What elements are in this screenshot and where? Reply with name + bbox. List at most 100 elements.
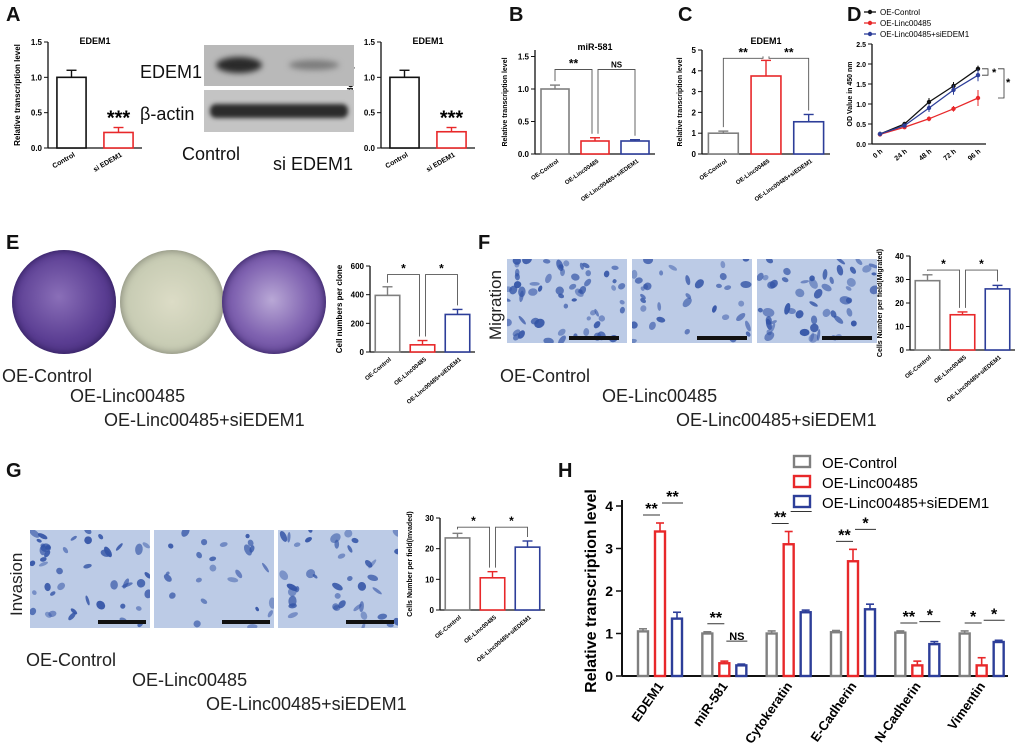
cell [579, 285, 587, 295]
y-tick-label: 2 [605, 583, 613, 599]
cell [738, 300, 745, 307]
data-point [975, 73, 981, 78]
invasion-label: Invasion [7, 552, 26, 616]
scale-bar [569, 336, 619, 340]
cell [279, 570, 289, 581]
y-tick-label: 0 [900, 346, 905, 355]
x-tick-label: 24 h [894, 148, 909, 162]
cell [30, 607, 37, 616]
cell [288, 603, 297, 609]
significance-label: ** [784, 45, 794, 59]
cell [632, 338, 637, 343]
cell [822, 269, 828, 280]
bar [911, 664, 924, 678]
cell [563, 303, 569, 309]
x-tick-label: Control [51, 152, 76, 171]
cell [603, 270, 610, 278]
significance-label: NS [611, 61, 623, 70]
x-tick-label: OE-Linc00485 [735, 158, 771, 186]
data-point [975, 66, 981, 71]
x-tick-label: OE-Control [434, 615, 463, 640]
significance-label: * [991, 606, 998, 623]
y-tick-label: 1.5 [31, 38, 43, 47]
significance-label: * [509, 514, 514, 528]
significance-label: *** [440, 108, 464, 130]
image-background [507, 259, 627, 343]
y-tick-label: 20 [895, 299, 904, 308]
cell [762, 274, 769, 281]
cell [37, 533, 48, 540]
significance-label: *** [107, 108, 131, 130]
cell [694, 279, 704, 289]
y-tick-label: 4 [692, 67, 697, 76]
y-tick-label: 1.0 [364, 73, 376, 82]
cell [833, 315, 844, 324]
y-tick-label: 0 [360, 348, 365, 357]
cell [287, 612, 298, 619]
x-tick-label: OE-Control [530, 159, 560, 182]
y-tick-label: 1 [605, 626, 613, 642]
cell [287, 531, 291, 543]
cell [764, 331, 775, 342]
cell [571, 273, 580, 281]
legend-swatch [792, 494, 812, 509]
cell [810, 315, 818, 325]
cell [757, 307, 763, 313]
scale-bar [222, 620, 270, 624]
significance-label: * [941, 257, 946, 271]
cell [528, 288, 538, 296]
y-tick-label: 1.0 [856, 102, 866, 109]
y-tick-label: 40 [895, 252, 904, 261]
cell [829, 276, 834, 285]
chart-title: EDEM1 [412, 36, 443, 46]
significance-label: ** [710, 610, 723, 627]
invasion-image-siedem1 [278, 530, 398, 628]
data-point [926, 116, 932, 122]
scale-bar [346, 620, 394, 624]
y-tick-label: 200 [351, 319, 365, 328]
cell [262, 562, 270, 573]
bar [894, 631, 907, 678]
cell [70, 608, 78, 615]
cell [822, 308, 831, 318]
cell [169, 592, 176, 599]
cell [537, 285, 543, 292]
cell [813, 288, 823, 299]
cell [571, 298, 577, 302]
y-tick-label: 400 [351, 291, 365, 300]
cell [517, 330, 525, 339]
legend-marker [867, 9, 873, 15]
bar [846, 560, 860, 678]
bar [863, 608, 877, 678]
blot-label-edem1: EDEM1 [140, 62, 203, 82]
panel-label-d: D [847, 4, 862, 26]
cell [594, 308, 600, 317]
data-point [877, 131, 883, 137]
cell [96, 600, 106, 610]
significance-bracket [965, 269, 998, 308]
y-axis-label: Relative transcription level [583, 489, 600, 693]
cell [716, 283, 722, 289]
x-tick-label: 96 h [967, 148, 982, 162]
cell [762, 307, 775, 318]
cell [719, 272, 727, 281]
cell [799, 328, 810, 337]
cell [871, 272, 877, 276]
cell [104, 546, 112, 558]
cell [816, 329, 821, 341]
cell [135, 606, 142, 611]
significance-label: ** [569, 57, 579, 71]
cell [135, 543, 143, 556]
cell [845, 286, 852, 291]
cell [656, 316, 666, 323]
cell [332, 603, 339, 610]
cell [784, 302, 791, 315]
cell [513, 281, 522, 289]
y-axis-label: OD Value in 450 nm [847, 62, 854, 127]
blot-label-actin: β-actin [140, 104, 195, 124]
cell [757, 272, 764, 281]
y-axis-label: Cells Number per field(Invaded) [407, 511, 414, 616]
significance-label: * [979, 257, 984, 271]
